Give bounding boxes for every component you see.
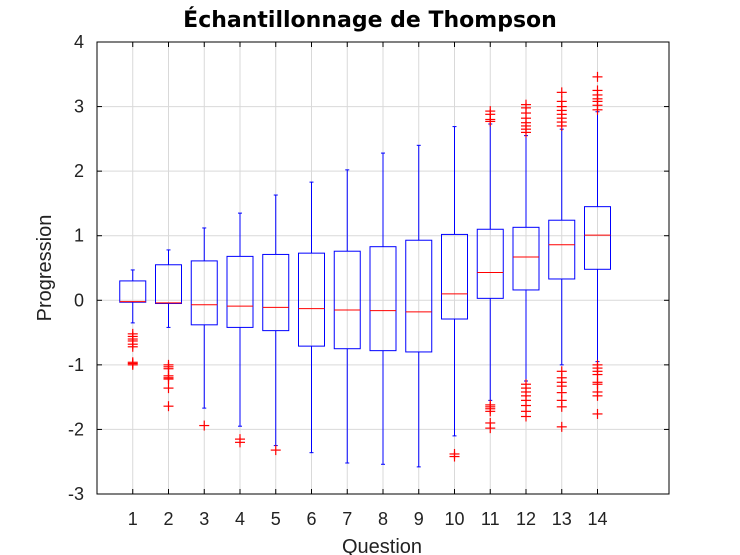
y-tick-label: 1 [74, 226, 84, 246]
box [476, 228, 504, 299]
x-tick-label: 4 [235, 509, 245, 529]
box-group-4 [226, 212, 254, 448]
box-group-2 [155, 249, 182, 412]
outlier-marker [235, 437, 245, 448]
box-layer [119, 71, 611, 468]
x-tick-label: 1 [128, 509, 138, 529]
box-group-14 [584, 71, 611, 419]
x-tick-label: 5 [271, 509, 281, 529]
x-axis-label: Question [342, 536, 422, 555]
box [333, 250, 361, 350]
y-tick-label: 0 [74, 290, 84, 310]
outlier-marker [127, 341, 138, 352]
box [405, 239, 433, 353]
box [512, 226, 540, 291]
box [584, 206, 611, 270]
outlier-marker [485, 423, 496, 434]
y-tick-label: -2 [68, 419, 84, 439]
chart-title: Échantillonnage de Thompson [183, 7, 557, 33]
box [155, 264, 182, 305]
box-group-13 [548, 87, 576, 432]
outlier-marker [521, 99, 531, 110]
box-group-11 [476, 106, 504, 434]
outlier-marker [592, 408, 603, 419]
x-tick-label: 3 [199, 509, 209, 529]
outlier-marker [270, 445, 281, 456]
outlier-marker [592, 390, 603, 401]
x-tick-label: 12 [516, 509, 536, 529]
y-tick-label: -3 [68, 484, 84, 504]
box [190, 260, 218, 326]
outlier-marker [521, 411, 531, 422]
x-tick-label: 10 [444, 509, 464, 529]
box-group-8 [369, 152, 397, 465]
box [548, 219, 576, 280]
y-tick-label: 3 [74, 97, 84, 117]
box-group-3 [190, 227, 218, 431]
box-group-12 [512, 99, 540, 422]
outlier-marker [485, 106, 496, 117]
x-tick-label: 8 [378, 509, 388, 529]
outlier-marker [556, 96, 567, 107]
box-group-1 [119, 269, 147, 370]
box [119, 280, 147, 303]
y-tick-label: -1 [68, 355, 84, 375]
outlier-marker [556, 87, 567, 98]
y-tick-label: 2 [74, 161, 84, 181]
outlier-marker [163, 374, 174, 385]
outlier-marker [163, 383, 174, 394]
x-tick-label: 14 [587, 509, 607, 529]
box [262, 253, 290, 332]
box-group-9 [405, 144, 433, 468]
x-tick-label: 6 [306, 509, 316, 529]
box-group-10 [441, 126, 468, 462]
box [226, 255, 254, 328]
x-tick-label: 13 [552, 509, 572, 529]
box [369, 246, 397, 352]
x-tick-label: 2 [163, 509, 173, 529]
outlier-marker [592, 85, 603, 96]
box [441, 233, 468, 320]
x-tick-label: 9 [414, 509, 424, 529]
box-group-5 [262, 194, 290, 456]
outlier-marker [485, 406, 496, 417]
x-tick-label: 11 [481, 509, 500, 529]
outlier-marker [127, 359, 138, 370]
outlier-marker [163, 401, 174, 412]
box [298, 252, 325, 347]
outlier-marker [449, 451, 460, 462]
y-axis-label: Progression [34, 215, 56, 322]
outlier-marker [556, 421, 567, 432]
x-tick-label: 7 [342, 509, 352, 529]
y-tick-label: 4 [74, 32, 84, 52]
outlier-marker [556, 401, 567, 412]
outlier-marker [199, 420, 210, 431]
outlier-marker [592, 71, 603, 82]
box-group-6 [298, 181, 325, 454]
box-group-7 [333, 169, 361, 464]
